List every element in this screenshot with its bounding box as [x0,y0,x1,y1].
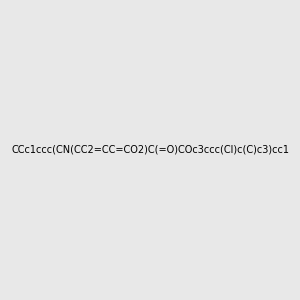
Text: CCc1ccc(CN(CC2=CC=CO2)C(=O)COc3ccc(Cl)c(C)c3)cc1: CCc1ccc(CN(CC2=CC=CO2)C(=O)COc3ccc(Cl)c(… [11,145,289,155]
